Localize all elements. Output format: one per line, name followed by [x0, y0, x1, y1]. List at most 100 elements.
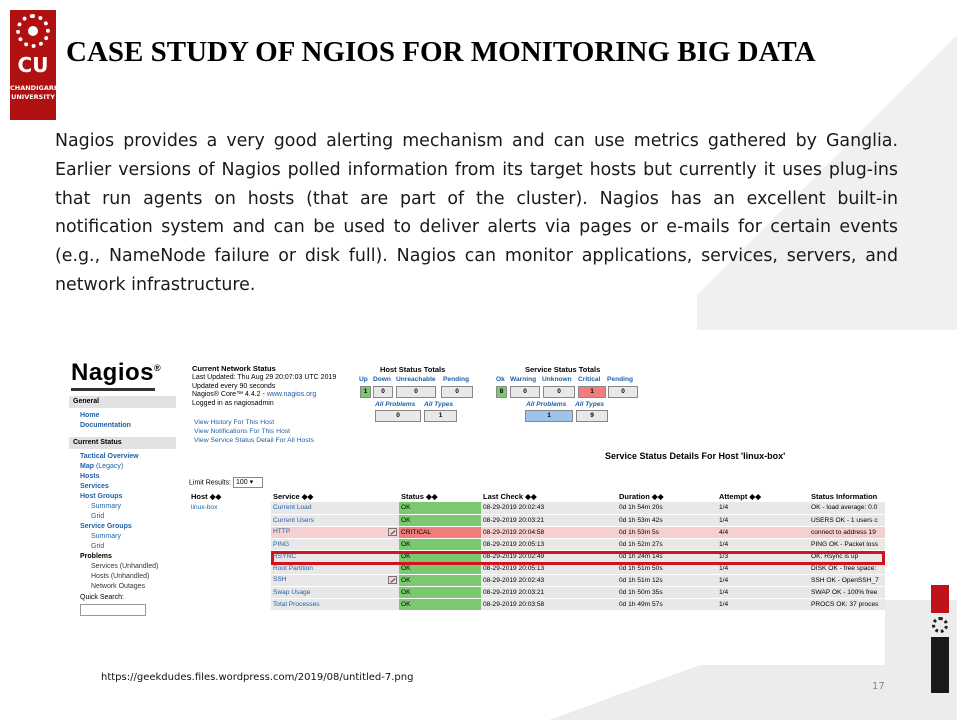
host-totals-title: Host Status Totals	[380, 365, 446, 374]
svc-pending-count[interactable]: 0	[608, 386, 638, 398]
host-all-problems-label[interactable]: All Problems	[375, 401, 416, 408]
row-duration: 0d 1h 51m 12s	[617, 574, 717, 587]
row-host[interactable]	[189, 514, 271, 527]
host-down-count[interactable]: 0	[373, 386, 393, 398]
row-host[interactable]: linux-box	[189, 502, 271, 515]
svc-hdr-pending[interactable]: Pending	[607, 376, 634, 383]
svc-all-problems-label[interactable]: All Problems	[526, 401, 567, 408]
nagios-org-link[interactable]: www.nagios.org	[266, 391, 317, 399]
view-notifications-link[interactable]: View Notifications For This Host	[194, 427, 291, 435]
nav-host-groups-grid[interactable]: Grid	[91, 513, 105, 520]
col-service[interactable]: Service ◆◆	[273, 491, 314, 501]
nav-services-unhandled[interactable]: Services (Unhandled)	[91, 563, 159, 570]
view-history-link[interactable]: View History For This Host	[194, 419, 275, 426]
svc-unknown-count[interactable]: 0	[543, 386, 575, 398]
row-service[interactable]: Current Load	[271, 502, 399, 515]
row-service[interactable]: SSH	[271, 574, 399, 587]
col-duration[interactable]: Duration ◆◆	[619, 491, 664, 501]
row-status: OK	[399, 586, 481, 599]
row-host[interactable]	[189, 550, 271, 563]
nav-host-groups[interactable]: Host Groups	[80, 493, 123, 500]
nav-service-groups-summary[interactable]: Summary	[91, 533, 121, 540]
limit-results-select[interactable]: 100 ▾	[232, 477, 263, 488]
svc-all-problems-count[interactable]: 1	[525, 410, 573, 422]
host-hdr-up[interactable]: Up	[359, 376, 368, 383]
row-attempt: 1/4	[717, 562, 809, 575]
host-all-types-label[interactable]: All Types	[424, 401, 454, 408]
host-links: View History For This Host View Notifica…	[194, 419, 314, 445]
nav-service-groups-grid[interactable]: Grid	[91, 543, 105, 550]
nav-tactical-overview[interactable]: Tactical Overview	[80, 453, 139, 460]
svc-all-types-count[interactable]: 9	[576, 410, 608, 422]
nav-map[interactable]: Map (Legacy)	[80, 463, 124, 470]
host-hdr-pending[interactable]: Pending	[443, 376, 470, 383]
row-service[interactable]: Root Partition	[271, 562, 399, 575]
quick-search-input[interactable]	[80, 604, 146, 616]
col-host[interactable]: Host ◆◆	[191, 491, 222, 501]
row-status: OK	[399, 598, 481, 611]
row-service[interactable]: Total Processes	[271, 598, 399, 611]
host-all-problems-count[interactable]: 0	[375, 410, 421, 422]
nav-documentation[interactable]: Documentation	[80, 422, 131, 429]
row-duration: 0d 1h 53m 42s	[617, 514, 717, 527]
nav-services[interactable]: Services	[80, 483, 109, 490]
host-all-types-count[interactable]: 1	[424, 410, 457, 422]
table-row: PING OK 08-29-2019 20:05:13 0d 1h 52m 27…	[189, 538, 885, 551]
col-last-check[interactable]: Last Check ◆◆	[483, 491, 537, 501]
row-info: DISK OK - free space:	[809, 562, 885, 575]
svc-all-types-label[interactable]: All Types	[575, 401, 605, 408]
row-status: CRITICAL	[399, 526, 481, 539]
nav-host-groups-summary[interactable]: Summary	[91, 503, 121, 510]
row-host[interactable]	[189, 562, 271, 575]
host-pending-count[interactable]: 0	[441, 386, 473, 398]
row-host[interactable]	[189, 574, 271, 587]
svc-critical-count[interactable]: 1	[578, 386, 606, 398]
svc-hdr-unknown[interactable]: Unknown	[542, 376, 572, 383]
svc-hdr-critical[interactable]: Critical	[578, 376, 601, 383]
nav-hosts[interactable]: Hosts	[80, 473, 100, 480]
row-host[interactable]	[189, 598, 271, 611]
view-all-services-link[interactable]: View Service Status Detail For All Hosts	[194, 436, 314, 444]
svc-hdr-warning[interactable]: Warning	[510, 376, 537, 383]
nav-home[interactable]: Home	[80, 412, 100, 419]
image-source-url[interactable]: https://geekdudes.files.wordpress.com/20…	[101, 672, 414, 683]
svc-ok-count[interactable]: 8	[496, 386, 507, 398]
row-host[interactable]	[189, 526, 271, 539]
decorative-black-bar	[931, 637, 949, 693]
col-status[interactable]: Status ◆◆	[401, 491, 438, 501]
row-duration: 0d 1h 52m 27s	[617, 538, 717, 551]
slide-body-text: Nagios provides a very good alerting mec…	[55, 131, 898, 295]
row-service[interactable]: HTTP	[271, 526, 399, 539]
col-attempt[interactable]: Attempt ◆◆	[719, 491, 761, 501]
row-status: OK	[399, 538, 481, 551]
host-unreachable-count[interactable]: 0	[396, 386, 436, 398]
row-attempt: 4/4	[717, 526, 809, 539]
row-host[interactable]	[189, 586, 271, 599]
row-service[interactable]: PING	[271, 538, 399, 551]
row-info: USERS OK - 1 users c	[809, 514, 885, 527]
nagios-screenshot: Nagios® General Home Documentation Curre…	[67, 333, 885, 665]
nagios-logo[interactable]: Nagios®	[71, 359, 162, 386]
table-row: Root Partition OK 08-29-2019 20:05:13 0d…	[189, 562, 885, 575]
nav-network-outages[interactable]: Network Outages	[91, 583, 146, 590]
nagios-sidebar: Nagios® General Home Documentation Curre…	[67, 333, 181, 665]
service-totals-title: Service Status Totals	[525, 365, 601, 374]
row-service[interactable]: Current Users	[271, 514, 399, 527]
service-details-title: Service Status Details For Host 'linux-b…	[605, 451, 786, 461]
row-host[interactable]	[189, 538, 271, 551]
notifications-disabled-icon	[388, 576, 397, 584]
host-hdr-unreachable[interactable]: Unreachable	[396, 376, 436, 383]
row-duration: 0d 1h 49m 57s	[617, 598, 717, 611]
nav-section-current-status: Current Status	[69, 437, 176, 449]
svc-warning-count[interactable]: 0	[510, 386, 540, 398]
host-up-count[interactable]: 1	[360, 386, 371, 398]
nav-service-groups[interactable]: Service Groups	[80, 523, 132, 530]
row-last-check: 08-29-2019 20:04:58	[481, 526, 617, 539]
nav-problems[interactable]: Problems	[80, 553, 112, 560]
nav-hosts-unhandled[interactable]: Hosts (Unhandled)	[91, 573, 150, 580]
host-hdr-down[interactable]: Down	[373, 376, 391, 383]
row-service[interactable]: Swap Usage	[271, 586, 399, 599]
svc-hdr-ok[interactable]: Ok	[496, 376, 505, 383]
row-last-check: 08-29-2019 20:03:21	[481, 586, 617, 599]
row-attempt: 1/4	[717, 598, 809, 611]
